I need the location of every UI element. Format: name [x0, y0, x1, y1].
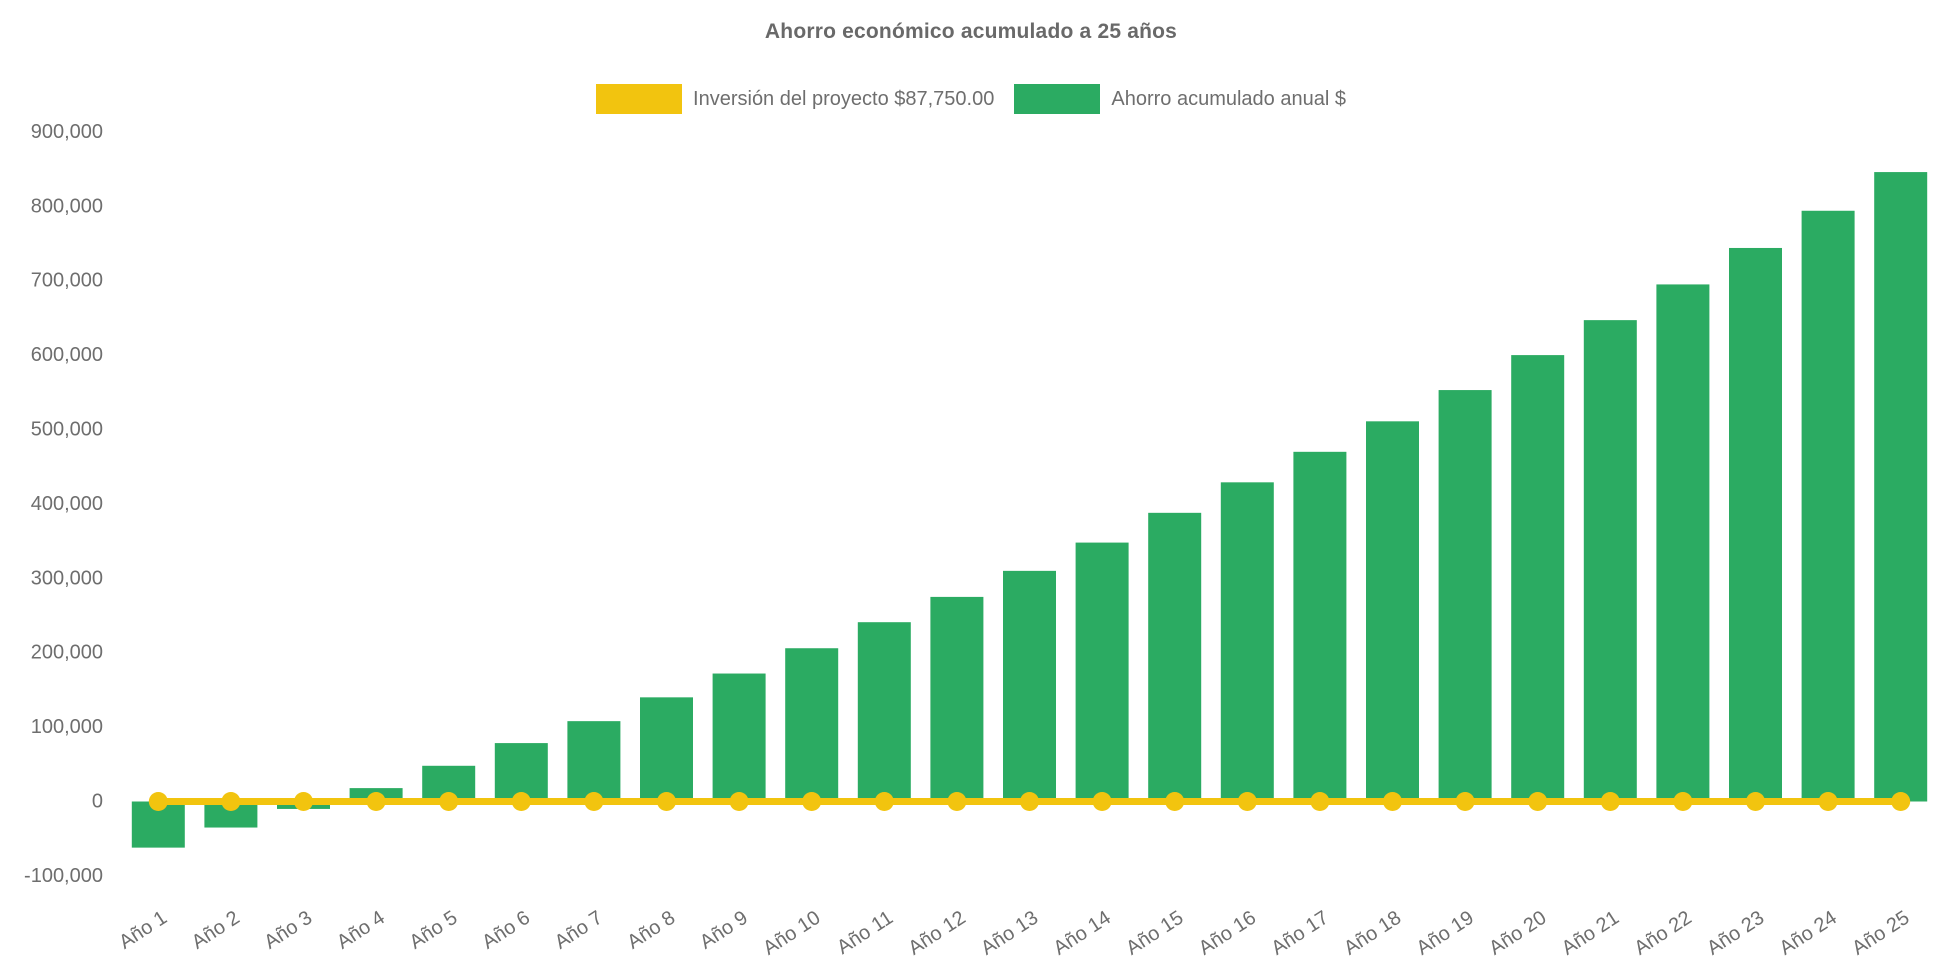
x-tick-label: Año 12	[904, 907, 969, 960]
y-tick-label: 200,000	[31, 642, 103, 664]
x-tick-label: Año 13	[977, 907, 1042, 960]
legend-label-savings: Ahorro acumulado anual $	[1111, 87, 1346, 110]
investment-marker-año-23[interactable]	[1746, 792, 1765, 811]
x-tick-label: Año 8	[623, 907, 679, 954]
investment-marker-año-18[interactable]	[1383, 792, 1402, 811]
bar-año-25[interactable]	[1874, 172, 1928, 802]
investment-marker-año-10[interactable]	[802, 792, 822, 811]
bar-año-17[interactable]	[1293, 451, 1347, 802]
x-tick-label: Año 24	[1776, 907, 1841, 960]
investment-marker-año-13[interactable]	[1020, 792, 1039, 811]
x-tick-label: Año 5	[406, 907, 462, 954]
bar-año-24[interactable]	[1801, 210, 1855, 802]
bar-año-8[interactable]	[640, 697, 693, 802]
bar-año-22[interactable]	[1656, 284, 1710, 802]
bar-año-6[interactable]	[494, 743, 548, 802]
investment-marker-año-2[interactable]	[221, 792, 241, 811]
chart-title: Ahorro económico acumulado a 25 años	[764, 20, 1178, 43]
bar-año-13[interactable]	[1003, 570, 1056, 802]
bar-año-9[interactable]	[712, 673, 766, 802]
x-tick-label: Año 10	[759, 907, 824, 960]
x-tick-label: Año 3	[260, 907, 316, 954]
x-tick-label: Año 4	[333, 907, 389, 954]
x-tick-label: Año 6	[478, 907, 534, 954]
x-tick-label: Año 2	[188, 907, 244, 954]
investment-marker-año-19[interactable]	[1455, 792, 1475, 811]
y-tick-label: -100,000	[24, 865, 103, 887]
bar-año-10[interactable]	[785, 648, 839, 802]
investment-marker-año-3[interactable]	[294, 792, 313, 811]
bar-año-23[interactable]	[1729, 247, 1782, 802]
y-tick-label: 0	[92, 791, 103, 813]
investment-swatch-icon	[596, 84, 683, 114]
investment-marker-año-8[interactable]	[657, 792, 676, 811]
investment-marker-año-20[interactable]	[1528, 792, 1548, 811]
x-tick-label: Año 22	[1630, 907, 1695, 960]
y-tick-label: 700,000	[31, 270, 103, 292]
y-tick-label: 900,000	[31, 121, 103, 143]
x-tick-label: Año 17	[1267, 907, 1332, 960]
chart-legend: Inversión del proyecto $87,750.00 Ahorro…	[0, 84, 1942, 114]
bar-año-18[interactable]	[1366, 421, 1419, 802]
x-tick-label: Año 9	[696, 907, 752, 954]
x-tick-label: Año 25	[1848, 907, 1913, 960]
x-tick-label: Año 15	[1122, 907, 1187, 960]
legend-item-savings[interactable]: Ahorro acumulado anual $	[1014, 84, 1346, 114]
x-tick-label: Año 21	[1558, 907, 1623, 960]
y-tick-label: 800,000	[31, 195, 103, 217]
x-tick-label: Año 16	[1195, 907, 1260, 960]
investment-marker-año-17[interactable]	[1310, 792, 1330, 811]
y-tick-label: 300,000	[31, 567, 103, 589]
y-tick-label: 500,000	[31, 419, 103, 441]
legend-label-investment: Inversión del proyecto $87,750.00	[693, 87, 995, 110]
x-tick-label: Año 7	[551, 907, 607, 954]
x-tick-label: Año 11	[833, 907, 897, 959]
investment-marker-año-7[interactable]	[584, 792, 604, 811]
investment-marker-año-9[interactable]	[729, 792, 749, 811]
legend-item-investment[interactable]: Inversión del proyecto $87,750.00	[596, 84, 994, 114]
bar-año-15[interactable]	[1148, 512, 1202, 802]
investment-marker-año-5[interactable]	[439, 792, 459, 811]
y-tick-label: 100,000	[31, 716, 103, 738]
bar-año-12[interactable]	[930, 596, 984, 802]
y-tick-label: 600,000	[31, 344, 103, 366]
bar-año-21[interactable]	[1583, 320, 1637, 802]
investment-marker-año-15[interactable]	[1165, 792, 1185, 811]
x-tick-label: Año 23	[1703, 907, 1768, 960]
x-tick-label: Año 1	[115, 907, 171, 954]
x-tick-label: Año 20	[1485, 907, 1550, 960]
investment-marker-año-24[interactable]	[1818, 792, 1838, 811]
investment-marker-año-25[interactable]	[1891, 792, 1911, 811]
bar-año-7[interactable]	[567, 721, 621, 802]
investment-marker-año-21[interactable]	[1600, 792, 1620, 811]
x-tick-label: Año 14	[1050, 907, 1115, 960]
bar-año-14[interactable]	[1075, 542, 1129, 802]
bar-año-19[interactable]	[1438, 390, 1492, 802]
investment-marker-año-16[interactable]	[1237, 792, 1257, 811]
investment-marker-año-6[interactable]	[511, 792, 531, 811]
bar-año-16[interactable]	[1220, 482, 1274, 802]
bar-año-11[interactable]	[857, 622, 911, 802]
y-tick-label: 400,000	[31, 493, 103, 515]
investment-marker-año-11[interactable]	[874, 792, 894, 811]
x-tick-label: Año 19	[1413, 907, 1478, 960]
investment-marker-año-1[interactable]	[148, 792, 168, 811]
x-tick-label: Año 18	[1340, 907, 1405, 960]
bar-año-20[interactable]	[1511, 355, 1565, 802]
investment-marker-año-22[interactable]	[1673, 792, 1693, 811]
investment-marker-año-14[interactable]	[1092, 792, 1112, 811]
investment-marker-año-4[interactable]	[366, 792, 386, 811]
savings-swatch-icon	[1014, 84, 1101, 114]
investment-marker-año-12[interactable]	[947, 792, 967, 811]
